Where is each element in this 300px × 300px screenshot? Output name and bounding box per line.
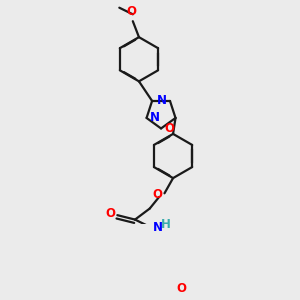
Text: O: O xyxy=(105,207,116,220)
Text: H: H xyxy=(161,218,171,231)
Text: N: N xyxy=(149,111,160,124)
Text: N: N xyxy=(157,94,167,107)
Text: O: O xyxy=(152,188,162,201)
Text: O: O xyxy=(164,122,174,135)
Text: N: N xyxy=(153,221,163,234)
Text: O: O xyxy=(127,5,136,18)
Text: O: O xyxy=(177,282,187,295)
